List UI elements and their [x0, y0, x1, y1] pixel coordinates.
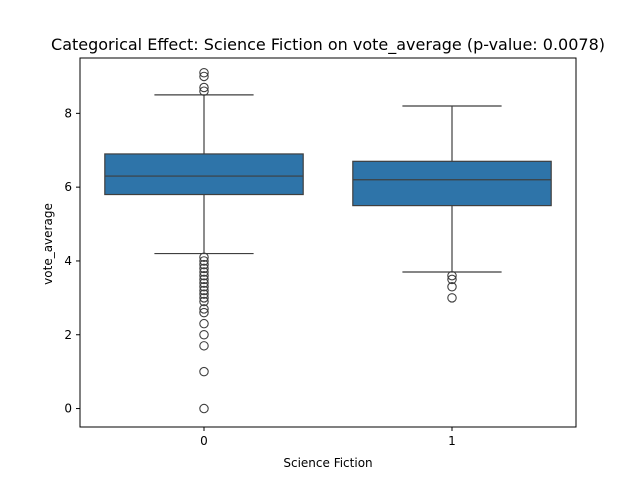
outlier-point	[199, 259, 209, 270]
outlier-point	[199, 366, 209, 377]
y-tick-label: 8	[64, 106, 72, 120]
y-tick-label: 6	[64, 180, 72, 194]
outlier-point	[199, 71, 209, 82]
x-tick-label: 0	[200, 434, 208, 448]
x-axis-label: Science Fiction	[283, 456, 372, 470]
y-tick-label: 2	[64, 328, 72, 342]
outlier-point	[199, 270, 209, 281]
y-tick-label: 4	[64, 254, 72, 268]
axes-frame	[79, 57, 577, 428]
outlier-point	[199, 68, 209, 78]
outlier-point	[199, 263, 209, 274]
outlier-point	[199, 285, 209, 296]
outlier-point	[199, 329, 209, 340]
box-iqr	[104, 153, 304, 196]
outlier-point	[199, 341, 209, 351]
plot-area: 0 2 4 6 8 0 1	[64, 57, 577, 448]
outlier-point	[199, 296, 209, 307]
outlier-point	[199, 256, 209, 266]
outlier-point	[199, 278, 209, 288]
outlier-point	[447, 274, 457, 285]
outlier-point	[199, 304, 209, 314]
outlier-point	[199, 318, 209, 329]
y-axis-label: vote_average	[41, 203, 55, 285]
chart-title: Categorical Effect: Science Fiction on v…	[51, 35, 605, 55]
x-tick-label: 1	[448, 434, 456, 448]
outlier-point	[199, 289, 209, 299]
outlier-point	[199, 403, 209, 414]
box-iqr	[352, 160, 552, 207]
outlier-point	[199, 267, 209, 277]
outlier-point	[199, 82, 209, 93]
outlier-point	[199, 252, 209, 263]
outlier-point	[199, 307, 209, 318]
outlier-point	[199, 274, 209, 285]
outlier-point	[199, 293, 209, 303]
outlier-point	[447, 270, 457, 281]
outlier-point	[447, 282, 457, 292]
outlier-point	[199, 282, 209, 292]
outlier-point	[447, 293, 457, 303]
y-tick-label: 0	[64, 402, 72, 416]
outlier-point	[199, 86, 209, 96]
